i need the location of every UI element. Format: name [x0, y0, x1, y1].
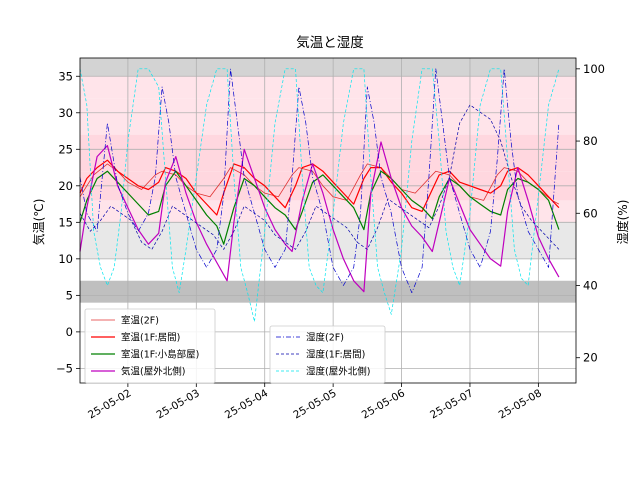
- legend-right-label-0: 湿度(2F): [306, 332, 344, 344]
- x-tick-label-5: 25-05-07: [428, 387, 475, 421]
- x-tick-label-1: 25-05-03: [155, 387, 202, 421]
- band-6: [80, 280, 576, 303]
- y-left-tick-label-6: 25: [58, 142, 73, 156]
- band-1: [80, 98, 576, 135]
- y-axis-right: 20 40 60 80 100: [576, 62, 605, 365]
- band-7: [80, 58, 576, 77]
- y-axis-left: −5 0 5 10 15 20 25 30 35: [56, 69, 80, 375]
- series-line-0: [79, 163, 560, 205]
- series-line-1: [79, 159, 560, 216]
- legend-left-label-1: 室温(1F:居間): [121, 332, 180, 344]
- x-tick-label-6: 25-05-08: [497, 387, 544, 421]
- y-left-tick-label-3: 10: [58, 252, 73, 266]
- x-tick-label-2: 25-05-04: [223, 387, 271, 421]
- legend-right-label-1: 湿度(1F:居間): [306, 349, 365, 361]
- y-left-tick-label-2: 5: [66, 288, 73, 302]
- x-tick-label-4: 25-05-06: [360, 387, 408, 421]
- y-left-tick-label-7: 30: [58, 106, 73, 120]
- y-left-tick-label-4: 15: [58, 215, 73, 229]
- band-2: [80, 134, 576, 172]
- y-right-tick-label-3: 80: [583, 134, 598, 148]
- y-right-tick-label-2: 60: [583, 206, 598, 220]
- legend-right-label-2: 湿度(屋外北側): [306, 366, 370, 378]
- legend-left-label-2: 室温(1F:小島部屋): [121, 349, 199, 361]
- legend-left-label-0: 室温(2F): [121, 315, 159, 327]
- y-axis-right-label: 湿度(%): [615, 200, 630, 245]
- legend-right: 湿度(2F) 湿度(1F:居間) 湿度(屋外北側): [269, 325, 386, 384]
- y-left-tick-label-1: 0: [66, 325, 73, 339]
- series-line-5: [79, 104, 560, 250]
- legend-right-box: [269, 325, 386, 384]
- x-tick-label-0: 25-05-02: [86, 387, 133, 421]
- x-axis: 25-05-02 25-05-03 25-05-04 25-05-05 25-05-06…: [86, 383, 544, 421]
- y-right-tick-label-4: 100: [583, 62, 605, 76]
- series-line-4: [79, 68, 560, 294]
- series-line-3: [79, 141, 560, 293]
- chart-title: 気温と湿度: [296, 35, 364, 51]
- y-axis-left-label: 気温(℃): [31, 199, 46, 246]
- series-lines: [79, 68, 560, 322]
- series-line-6: [79, 68, 560, 322]
- band-0: [80, 76, 576, 99]
- y-right-tick-label-1: 40: [583, 279, 598, 293]
- legend-left-label-3: 気温(屋外北側): [121, 366, 185, 378]
- legend-left-box: [84, 308, 216, 384]
- y-left-tick-label-8: 35: [58, 69, 73, 83]
- y-left-tick-label-0: −5: [56, 361, 73, 375]
- x-tick-label-3: 25-05-05: [291, 387, 338, 421]
- legend-left: 室温(2F) 室温(1F:居間) 室温(1F:小島部屋) 気温(屋外北側): [84, 308, 216, 384]
- y-left-tick-label-5: 20: [58, 179, 73, 193]
- y-right-tick-label-0: 20: [583, 351, 598, 365]
